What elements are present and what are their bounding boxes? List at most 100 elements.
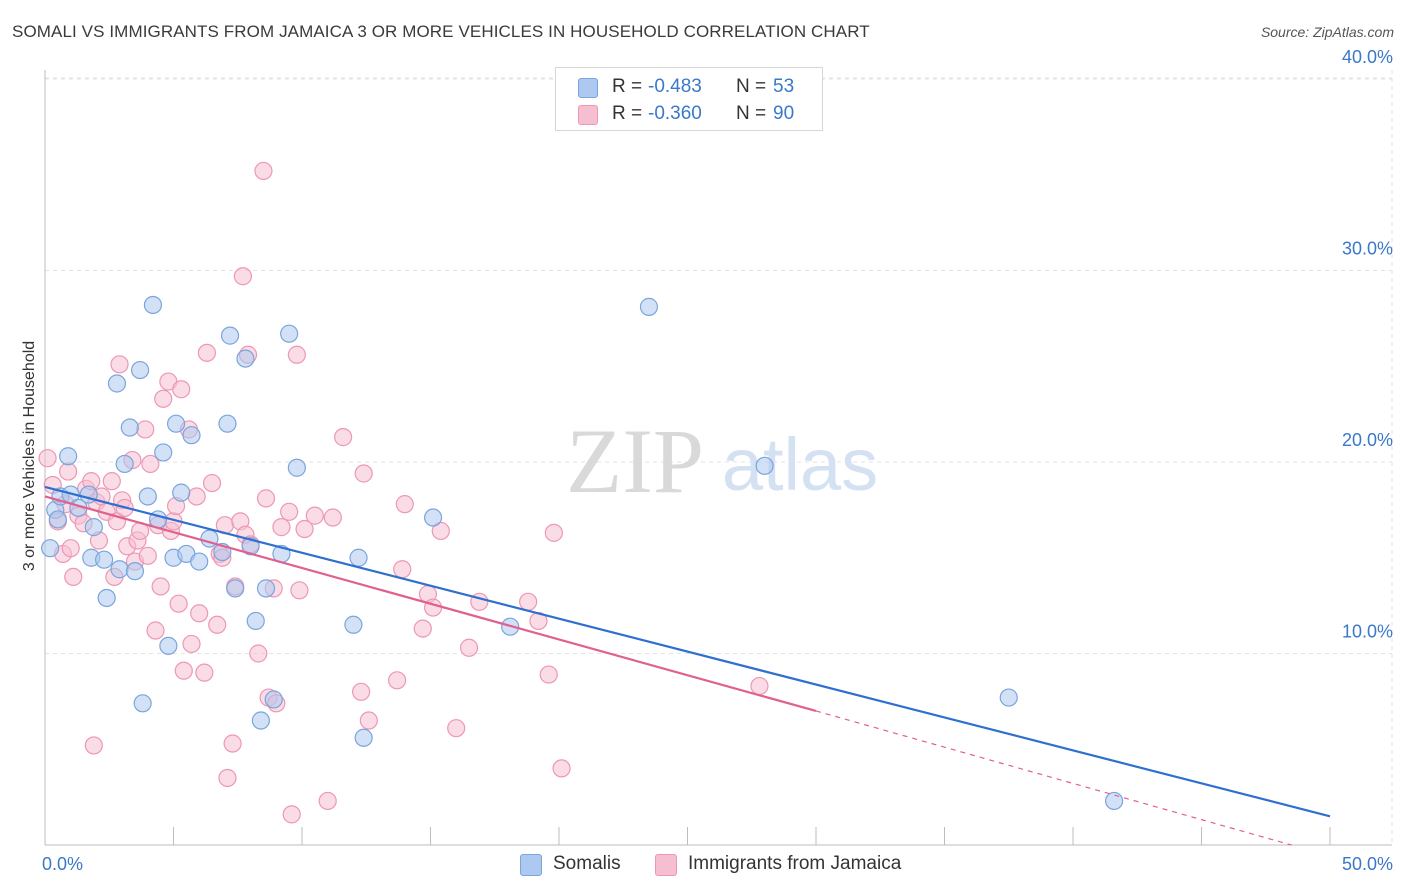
jamaica-point[interactable] <box>519 592 538 611</box>
jamaica-point[interactable] <box>354 464 373 483</box>
jamaica-point[interactable] <box>182 634 201 654</box>
somali-point[interactable] <box>84 518 103 537</box>
somali-point[interactable] <box>236 349 255 368</box>
jamaica-point[interactable] <box>136 420 155 439</box>
somali-point[interactable] <box>41 539 60 558</box>
jamaica-point[interactable] <box>295 519 314 539</box>
somali-point[interactable] <box>344 615 363 634</box>
somali-point[interactable] <box>120 418 139 437</box>
jamaica-point[interactable] <box>59 462 78 481</box>
jamaica-point[interactable] <box>102 472 121 491</box>
jamaica-point[interactable] <box>280 502 299 521</box>
jamaica-point[interactable] <box>387 671 407 690</box>
jamaica-point[interactable] <box>359 711 378 730</box>
somali-point[interactable] <box>143 295 163 315</box>
jamaica-point[interactable] <box>218 768 237 788</box>
jamaica-point[interactable] <box>233 267 252 286</box>
jamaica-point[interactable] <box>334 428 353 447</box>
jamaica-point[interactable] <box>141 454 160 474</box>
jamaica-point[interactable] <box>352 682 371 701</box>
jamaica-point[interactable] <box>38 449 57 468</box>
legend-row-jamaica: R = -0.360 N = 90 <box>556 101 822 127</box>
jamaica-point[interactable] <box>249 644 268 663</box>
somali-point[interactable] <box>107 374 127 393</box>
jamaica-point[interactable] <box>61 539 80 558</box>
jamaica-point[interactable] <box>187 487 206 506</box>
somali-point[interactable] <box>97 588 116 608</box>
somali-point[interactable] <box>226 579 245 598</box>
jamaica-point[interactable] <box>151 577 170 596</box>
jamaica-point[interactable] <box>197 343 217 362</box>
jamaica-point[interactable] <box>146 621 165 640</box>
jamaica-point[interactable] <box>395 495 414 514</box>
somali-point[interactable] <box>251 711 270 730</box>
jamaica-point[interactable] <box>174 661 193 680</box>
somali-point[interactable] <box>246 611 265 631</box>
jamaica-point[interactable] <box>282 805 301 824</box>
somali-point[interactable] <box>287 458 306 477</box>
somali-point[interactable] <box>755 456 774 475</box>
jamaica-point[interactable] <box>172 380 191 399</box>
jamaica-point[interactable] <box>254 161 273 181</box>
somali-point[interactable] <box>138 487 157 506</box>
somali-point[interactable] <box>95 550 114 569</box>
somali-point[interactable] <box>354 728 373 747</box>
jamaica-point[interactable] <box>552 759 571 778</box>
jamaica-point[interactable] <box>413 619 432 638</box>
somali-point[interactable] <box>115 454 134 474</box>
jamaica-point[interactable] <box>393 560 412 579</box>
n-label: N = <box>736 76 767 97</box>
somali-point[interactable] <box>280 324 299 343</box>
somali-point[interactable] <box>264 690 283 709</box>
jamaica-point[interactable] <box>138 546 157 565</box>
jamaica-point[interactable] <box>544 523 563 542</box>
somali-point[interactable] <box>166 414 186 433</box>
somali-point[interactable] <box>1105 791 1124 811</box>
jamaica-point[interactable] <box>169 594 188 613</box>
somali-point[interactable] <box>48 510 67 529</box>
somali-point[interactable] <box>220 326 240 345</box>
jamaica-point[interactable] <box>323 508 342 527</box>
jamaica-point[interactable] <box>202 473 222 493</box>
jamaica-point[interactable] <box>256 489 276 508</box>
jamaica-point[interactable] <box>208 615 227 634</box>
jamaica-point[interactable] <box>84 736 103 755</box>
jamaica-point[interactable] <box>750 676 769 696</box>
jamaica-point[interactable] <box>305 506 324 525</box>
jamaica-point[interactable] <box>190 604 209 623</box>
jamaica-point[interactable] <box>110 355 129 374</box>
jamaica-point[interactable] <box>290 581 309 600</box>
somali-point[interactable] <box>159 636 178 655</box>
jamaica-point[interactable] <box>272 518 291 537</box>
jamaica-point[interactable] <box>64 567 83 587</box>
somali-point[interactable] <box>190 552 209 571</box>
jamaica-point[interactable] <box>447 719 466 738</box>
jamaica-point[interactable] <box>539 665 558 684</box>
jamaica-point[interactable] <box>287 345 306 364</box>
chart-source: Source: ZipAtlas.com <box>1260 24 1394 40</box>
jamaica-point[interactable] <box>459 638 479 657</box>
somali-point[interactable] <box>256 579 276 598</box>
r-label: R = <box>612 103 643 124</box>
jamaica-point[interactable] <box>223 734 242 753</box>
somali-point[interactable] <box>154 443 173 462</box>
jamaica-trend-extension <box>815 710 1292 846</box>
somali-point[interactable] <box>423 508 443 527</box>
somali-point[interactable] <box>133 694 152 713</box>
somali-point[interactable] <box>999 688 1018 707</box>
jamaica-point[interactable] <box>318 791 337 811</box>
jamaica-point[interactable] <box>431 521 450 541</box>
somali-point[interactable] <box>639 297 659 316</box>
jamaica-point[interactable] <box>195 663 214 682</box>
somali-point[interactable] <box>172 483 191 502</box>
somali-point[interactable] <box>218 414 237 433</box>
somali-point[interactable] <box>182 426 201 445</box>
somali-point[interactable] <box>59 447 78 466</box>
y-tick-labels: 10.0% 20.0% 30.0% 40.0% <box>1342 47 1393 642</box>
jamaica-point[interactable] <box>154 389 173 408</box>
somali-point[interactable] <box>130 360 150 380</box>
somali-point[interactable] <box>349 548 368 567</box>
somali-point[interactable] <box>125 562 145 581</box>
jamaica-point[interactable] <box>423 598 443 617</box>
somali-point[interactable] <box>110 560 129 579</box>
